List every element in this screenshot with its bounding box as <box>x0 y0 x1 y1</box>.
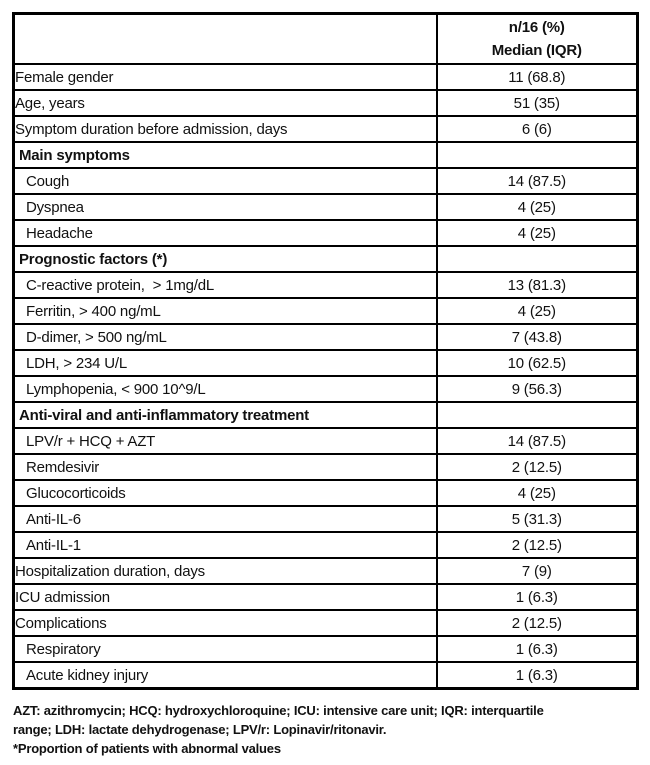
table-row: Prognostic factors (*) <box>12 245 639 273</box>
table-row: ICU admission 1 (6.3) <box>12 583 639 611</box>
row-value <box>435 141 639 169</box>
row-value: 4 (25) <box>435 297 639 325</box>
table-row: Dyspnea 4 (25) <box>12 193 639 221</box>
row-value: 9 (56.3) <box>435 375 639 403</box>
table-row: D-dimer, > 500 ng/mL 7 (43.8) <box>12 323 639 351</box>
table-row: Ferritin, > 400 ng/mL 4 (25) <box>12 297 639 325</box>
row-label: Anti-viral and anti-inflammatory treatme… <box>12 401 438 429</box>
row-value <box>435 401 639 429</box>
table-row: Female gender 11 (68.8) <box>12 63 639 91</box>
row-value: 13 (81.3) <box>435 271 639 299</box>
row-value: 2 (12.5) <box>435 453 639 481</box>
table-row: C-reactive protein, > 1mg/dL 13 (81.3) <box>12 271 639 299</box>
row-label: Symptom duration before admission, days <box>12 115 438 143</box>
row-label: Headache <box>12 219 438 247</box>
row-value: 6 (6) <box>435 115 639 143</box>
table-row: Anti-IL-6 5 (31.3) <box>12 505 639 533</box>
table-row: Glucocorticoids 4 (25) <box>12 479 639 507</box>
patient-characteristics-table: n/16 (%) Median (IQR) Female gender 11 (… <box>12 12 639 690</box>
row-value: 1 (6.3) <box>435 661 639 690</box>
footnote-asterisk: *Proportion of patients with abnormal va… <box>13 741 281 756</box>
row-label: Hospitalization duration, days <box>12 557 438 585</box>
table-row: Anti-IL-1 2 (12.5) <box>12 531 639 559</box>
header-value-cell: n/16 (%) Median (IQR) <box>435 12 639 65</box>
row-label: Anti-IL-1 <box>12 531 438 559</box>
table-row: Cough 14 (87.5) <box>12 167 639 195</box>
row-value: 10 (62.5) <box>435 349 639 377</box>
table-row: Main symptoms <box>12 141 639 169</box>
row-label: Anti-IL-6 <box>12 505 438 533</box>
row-label: Dyspnea <box>12 193 438 221</box>
header-empty-cell <box>12 12 438 65</box>
footnote-abbreviations-line2: range; LDH: lactate dehydrogenase; LPV/r… <box>13 722 387 737</box>
row-label: Complications <box>12 609 438 637</box>
row-value: 7 (9) <box>435 557 639 585</box>
table-row: Headache 4 (25) <box>12 219 639 247</box>
table-row: Complications 2 (12.5) <box>12 609 639 637</box>
row-value: 1 (6.3) <box>435 583 639 611</box>
row-label: Acute kidney injury <box>12 661 438 690</box>
table-row: Lymphopenia, < 900 10^9/L 9 (56.3) <box>12 375 639 403</box>
row-label: C-reactive protein, > 1mg/dL <box>12 271 438 299</box>
table-header-row: n/16 (%) Median (IQR) <box>12 12 639 65</box>
row-value: 7 (43.8) <box>435 323 639 351</box>
footnote-abbreviations-line1: AZT: azithromycin; HCQ: hydroxychloroqui… <box>13 703 544 718</box>
row-label: Ferritin, > 400 ng/mL <box>12 297 438 325</box>
row-label: LDH, > 234 U/L <box>12 349 438 377</box>
table-row: LPV/r + HCQ + AZT 14 (87.5) <box>12 427 639 455</box>
row-value: 2 (12.5) <box>435 531 639 559</box>
header-value-line1: n/16 (%) <box>508 19 565 36</box>
row-value: 14 (87.5) <box>435 167 639 195</box>
row-value: 1 (6.3) <box>435 635 639 663</box>
row-label: Main symptoms <box>12 141 438 169</box>
row-value: 14 (87.5) <box>435 427 639 455</box>
table-row: LDH, > 234 U/L 10 (62.5) <box>12 349 639 377</box>
row-label: Prognostic factors (*) <box>12 245 438 273</box>
row-value: 5 (31.3) <box>435 505 639 533</box>
table-row: Remdesivir 2 (12.5) <box>12 453 639 481</box>
row-label: D-dimer, > 500 ng/mL <box>12 323 438 351</box>
table-row: Hospitalization duration, days 7 (9) <box>12 557 639 585</box>
table-row: Symptom duration before admission, days … <box>12 115 639 143</box>
row-label: Glucocorticoids <box>12 479 438 507</box>
row-value <box>435 245 639 273</box>
table-row: Acute kidney injury 1 (6.3) <box>12 661 639 690</box>
table-row: Age, years 51 (35) <box>12 89 639 117</box>
row-label: Respiratory <box>12 635 438 663</box>
row-value: 4 (25) <box>435 193 639 221</box>
row-value: 51 (35) <box>435 89 639 117</box>
table-row: Respiratory 1 (6.3) <box>12 635 639 663</box>
table-row: Anti-viral and anti-inflammatory treatme… <box>12 401 639 429</box>
row-label: Remdesivir <box>12 453 438 481</box>
header-value-line2: Median (IQR) <box>491 42 582 59</box>
row-value: 4 (25) <box>435 479 639 507</box>
row-label: Age, years <box>12 89 438 117</box>
row-label: LPV/r + HCQ + AZT <box>12 427 438 455</box>
row-label: Female gender <box>12 63 438 91</box>
row-label: Lymphopenia, < 900 10^9/L <box>12 375 438 403</box>
footnotes: AZT: azithromycin; HCQ: hydroxychloroqui… <box>13 701 637 758</box>
row-label: Cough <box>12 167 438 195</box>
row-value: 11 (68.8) <box>435 63 639 91</box>
row-label: ICU admission <box>12 583 438 611</box>
row-value: 4 (25) <box>435 219 639 247</box>
row-value: 2 (12.5) <box>435 609 639 637</box>
